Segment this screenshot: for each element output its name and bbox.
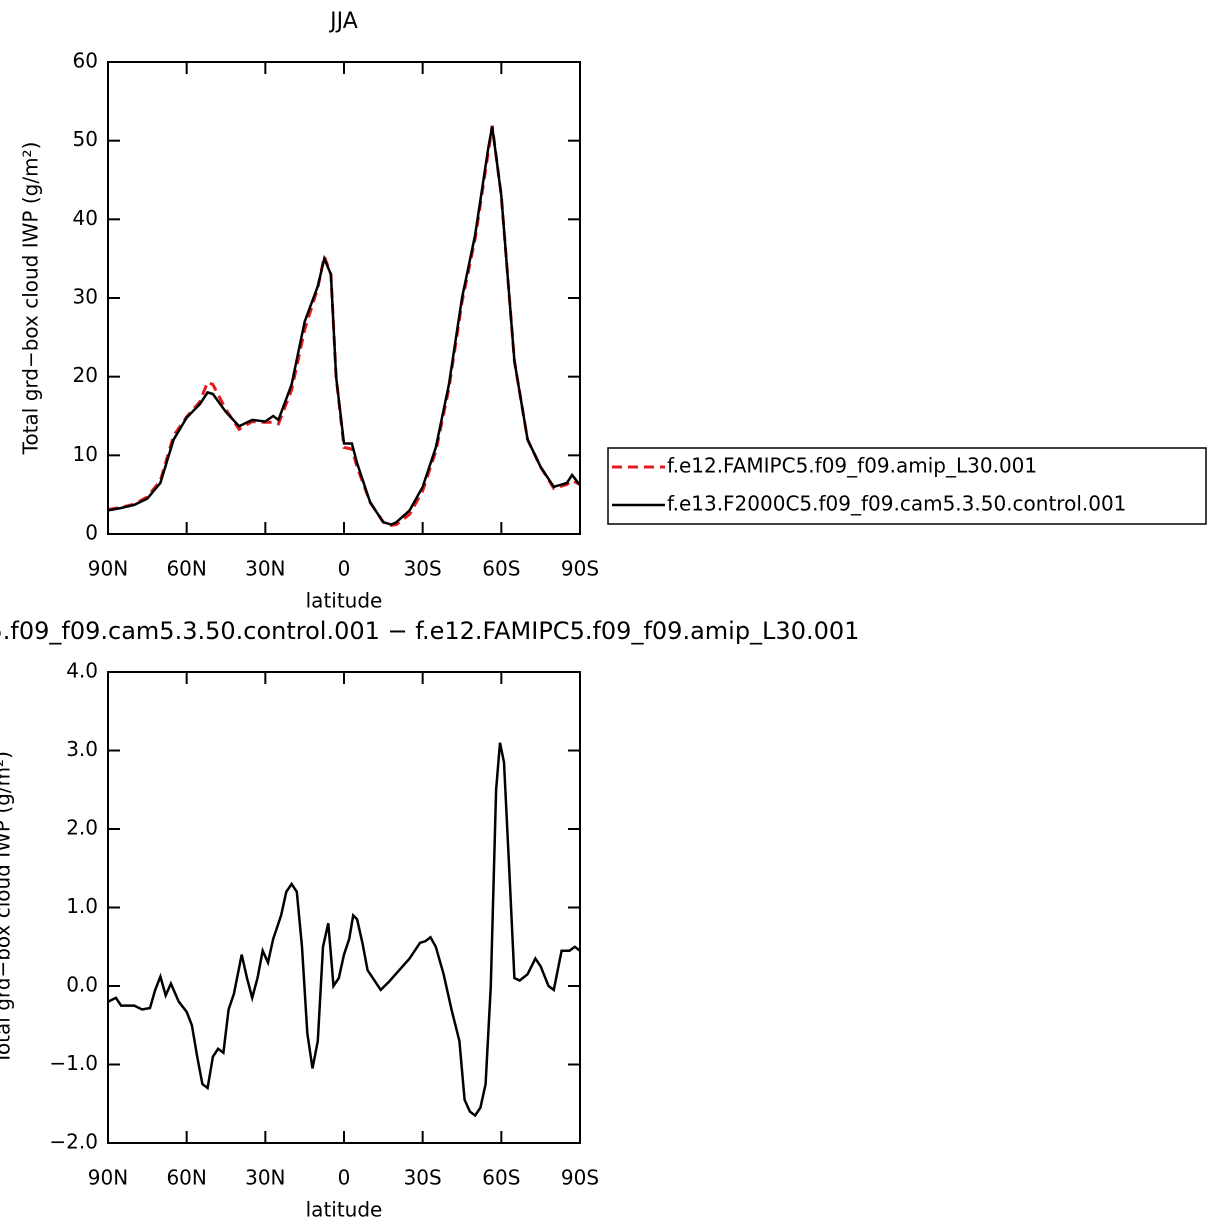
y-tick-label: 40 <box>73 206 98 230</box>
x-tick-label: 60S <box>482 1166 520 1190</box>
y-tick-label: 10 <box>73 442 98 466</box>
y-tick-label: 30 <box>73 285 98 309</box>
plot-frame <box>107 61 581 535</box>
legend-label: f.e12.FAMIPC5.f09_f09.amip_L30.001 <box>667 454 1037 478</box>
series-line <box>107 742 581 1118</box>
y-tick-label: 1.0 <box>66 894 98 918</box>
x-tick-label: 60N <box>166 1166 206 1190</box>
y-tick-label: 50 <box>73 127 98 151</box>
y-tick-label: 60 <box>73 49 98 73</box>
y-axis-label: Total grd−box cloud IWP (g/m²) <box>19 142 43 456</box>
legend-box <box>607 447 1207 525</box>
x-tick-label: 30S <box>404 557 442 581</box>
y-tick-label: 0.0 <box>66 973 98 997</box>
x-tick-label: 30N <box>245 1166 285 1190</box>
x-tick-label: 30S <box>404 1166 442 1190</box>
x-tick-label: 60N <box>166 557 206 581</box>
series-line <box>107 126 581 526</box>
y-tick-label: 3.0 <box>66 737 98 761</box>
x-tick-label: 30N <box>245 557 285 581</box>
x-tick-label: 0 <box>338 1166 351 1190</box>
legend-label: f.e13.F2000C5.f09_f09.cam5.3.50.control.… <box>667 492 1126 516</box>
chart-title: JJA <box>328 9 358 34</box>
y-tick-label: 0 <box>85 521 98 545</box>
y-tick-label: 2.0 <box>66 816 98 840</box>
chart-title: f.e13.F2000C5.f09_f09.cam5.3.50.control.… <box>0 617 859 645</box>
y-tick-label: 20 <box>73 363 98 387</box>
x-axis-label: latitude <box>306 1198 383 1222</box>
x-tick-label: 90N <box>88 557 128 581</box>
y-tick-label: −1.0 <box>49 1051 98 1075</box>
x-tick-label: 90S <box>561 1166 599 1190</box>
y-tick-label: 4.0 <box>66 659 98 683</box>
y-tick-label: −2.0 <box>49 1130 98 1154</box>
x-tick-label: 90S <box>561 557 599 581</box>
y-axis-label: Total grd−box cloud IWP (g/m²) <box>0 751 15 1065</box>
plot-frame <box>107 671 581 1144</box>
x-tick-label: 60S <box>482 557 520 581</box>
series-line <box>107 125 581 527</box>
x-tick-label: 0 <box>338 557 351 581</box>
x-tick-label: 90N <box>88 1166 128 1190</box>
x-axis-label: latitude <box>306 589 383 613</box>
